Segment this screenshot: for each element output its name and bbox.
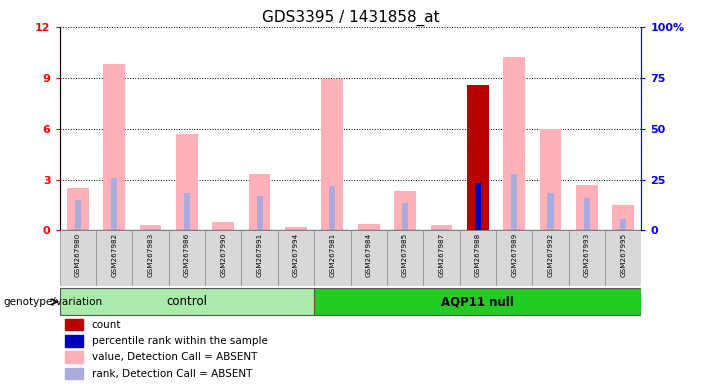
Bar	[67, 188, 88, 230]
Text: control: control	[166, 295, 207, 308]
Bar	[75, 200, 81, 230]
Bar	[212, 222, 234, 230]
Bar	[241, 230, 278, 286]
Bar	[540, 129, 562, 230]
Bar	[257, 197, 263, 230]
Text: GSM267989: GSM267989	[511, 233, 517, 277]
Bar	[547, 193, 554, 230]
Text: GSM267995: GSM267995	[620, 233, 626, 277]
Bar	[511, 174, 517, 230]
Bar	[65, 351, 83, 363]
Bar	[314, 230, 350, 286]
Text: GSM267980: GSM267980	[75, 233, 81, 277]
Bar	[65, 319, 83, 331]
Text: genotype/variation: genotype/variation	[4, 297, 102, 307]
Bar	[584, 198, 590, 230]
Title: GDS3395 / 1431858_at: GDS3395 / 1431858_at	[261, 9, 440, 25]
Bar	[503, 58, 525, 230]
Bar	[387, 230, 423, 286]
Bar	[111, 178, 117, 230]
Text: GSM267984: GSM267984	[366, 233, 372, 277]
Bar	[132, 230, 169, 286]
Bar	[96, 230, 132, 286]
Bar	[430, 225, 452, 230]
Bar	[60, 230, 96, 286]
Text: GSM267988: GSM267988	[475, 233, 481, 277]
Bar	[576, 185, 598, 230]
Text: GSM267986: GSM267986	[184, 233, 190, 277]
Bar	[321, 79, 343, 230]
Text: GSM267990: GSM267990	[220, 233, 226, 277]
Text: GSM267992: GSM267992	[547, 233, 554, 277]
Bar	[285, 227, 307, 230]
Bar	[139, 225, 161, 230]
Bar	[60, 288, 314, 315]
Bar	[358, 223, 380, 230]
Text: GSM267987: GSM267987	[438, 233, 444, 277]
Text: GSM267993: GSM267993	[584, 233, 590, 277]
Text: GSM267983: GSM267983	[147, 233, 154, 277]
Bar	[314, 288, 641, 315]
Bar	[329, 186, 335, 230]
Bar	[402, 203, 408, 230]
Bar	[605, 230, 641, 286]
Bar	[249, 174, 271, 230]
Bar	[184, 193, 190, 230]
Text: value, Detection Call = ABSENT: value, Detection Call = ABSENT	[92, 352, 257, 362]
Text: AQP11 null: AQP11 null	[442, 295, 514, 308]
Text: GSM267991: GSM267991	[257, 233, 263, 277]
Bar	[350, 230, 387, 286]
Bar	[467, 84, 489, 230]
Bar	[103, 64, 125, 230]
Bar	[460, 230, 496, 286]
Bar	[569, 230, 605, 286]
Text: rank, Detection Call = ABSENT: rank, Detection Call = ABSENT	[92, 369, 252, 379]
Text: GSM267994: GSM267994	[293, 233, 299, 277]
Text: GSM267981: GSM267981	[329, 233, 335, 277]
Bar	[532, 230, 569, 286]
Text: GSM267982: GSM267982	[111, 233, 117, 277]
Bar	[423, 230, 460, 286]
Bar	[205, 230, 241, 286]
Text: count: count	[92, 319, 121, 329]
Bar	[176, 134, 198, 230]
Bar	[169, 230, 205, 286]
Bar	[278, 230, 314, 286]
Bar	[496, 230, 532, 286]
Bar	[613, 205, 634, 230]
Bar	[394, 191, 416, 230]
Text: GSM267985: GSM267985	[402, 233, 408, 277]
Bar	[65, 335, 83, 347]
Text: percentile rank within the sample: percentile rank within the sample	[92, 336, 268, 346]
Bar	[620, 218, 626, 230]
Bar	[475, 183, 481, 230]
Bar	[65, 368, 83, 379]
